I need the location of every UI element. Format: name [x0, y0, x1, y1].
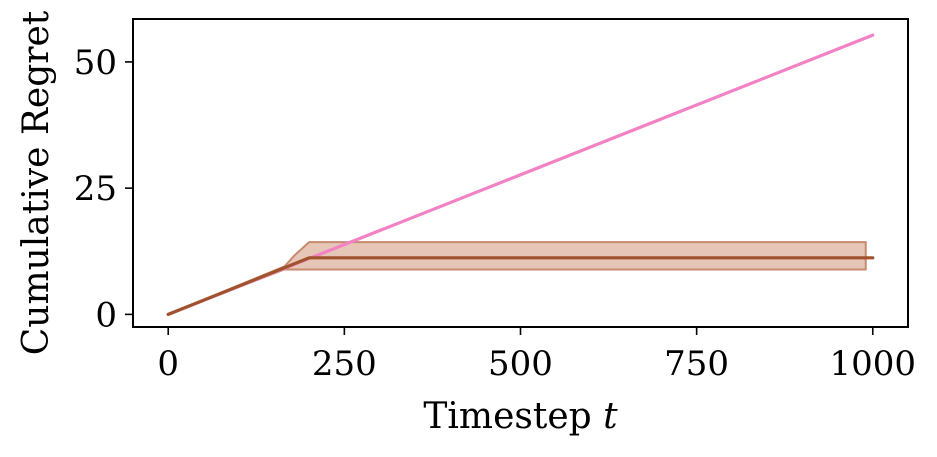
x-tick-label: 750	[664, 344, 729, 384]
y-tick-label: 0	[95, 295, 117, 335]
x-tick-label: 250	[312, 344, 377, 384]
y-tick-label: 25	[74, 169, 117, 209]
series-2-line	[166, 256, 875, 316]
series-2-confidence-band	[167, 241, 867, 316]
x-tick-label: 0	[157, 344, 179, 384]
y-axis: 0 25 50	[74, 43, 133, 335]
x-tick-label: 500	[488, 344, 553, 384]
x-axis: 0 250 500 750 1000	[157, 327, 916, 384]
y-axis-label: Cumulative Regret	[16, 10, 57, 355]
x-axis-label: Timestep t	[423, 396, 618, 437]
plot-area	[166, 33, 875, 316]
y-tick-label: 50	[74, 43, 117, 83]
x-tick-label: 1000	[830, 344, 917, 384]
